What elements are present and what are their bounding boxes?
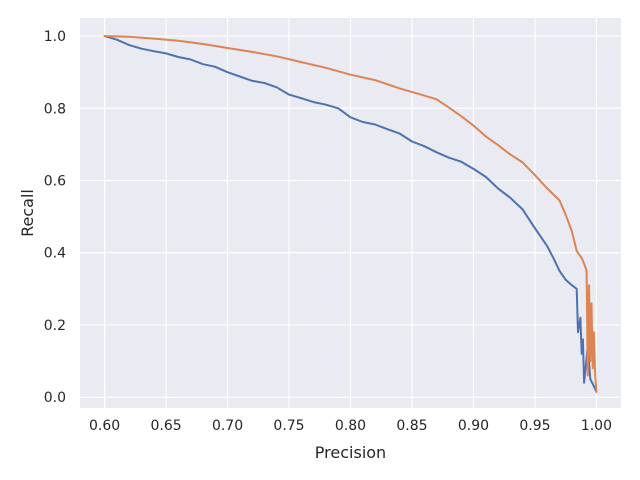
- x-tick-label: 0.60: [89, 418, 120, 434]
- x-tick-label: 1.00: [581, 418, 612, 434]
- series-line-1: [103, 35, 598, 393]
- x-tick-label: 0.90: [458, 418, 489, 434]
- y-axis-ticks: 0.0 0.2 0.4 0.6 0.8 1.0: [44, 29, 66, 406]
- x-tick-label: 0.85: [396, 418, 427, 434]
- y-tick-label: 0.0: [44, 390, 66, 406]
- x-axis-label: Precision: [315, 443, 386, 462]
- x-tick-label: 0.70: [212, 418, 243, 434]
- series-line-0: [103, 35, 598, 393]
- y-tick-label: 1.0: [44, 29, 66, 45]
- x-tick-label: 0.95: [519, 418, 550, 434]
- grid-lines: [80, 18, 621, 408]
- y-tick-label: 0.8: [44, 101, 66, 117]
- y-axis-label: Recall: [18, 189, 37, 237]
- y-tick-label: 0.2: [44, 318, 66, 334]
- x-tick-label: 0.65: [150, 418, 181, 434]
- x-tick-label: 0.75: [273, 418, 304, 434]
- y-tick-label: 0.4: [44, 246, 66, 262]
- y-tick-label: 0.6: [44, 174, 66, 190]
- x-tick-label: 0.80: [335, 418, 366, 434]
- series-lines: [103, 35, 598, 393]
- x-axis-ticks: 0.60 0.65 0.70 0.75 0.80 0.85 0.90 0.95 1.00: [89, 418, 612, 434]
